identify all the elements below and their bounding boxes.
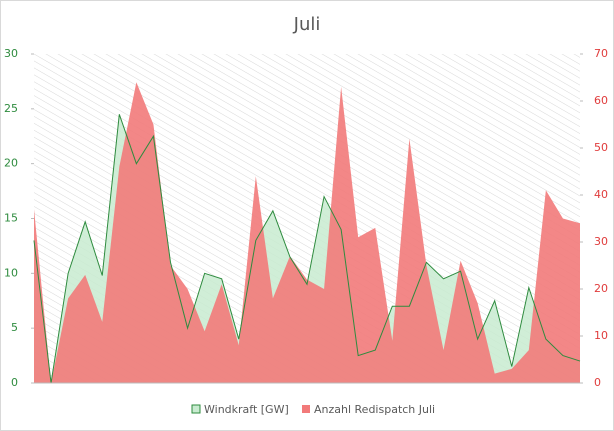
y-tick-label: 5	[11, 321, 18, 334]
legend-label: Windkraft [GW]	[204, 403, 289, 416]
y2-tick-label: 20	[594, 282, 608, 295]
y2-tick-label: 50	[594, 141, 608, 154]
legend-swatch	[191, 404, 201, 414]
y-tick-label: 10	[4, 266, 18, 279]
y-tick-label: 20	[4, 157, 18, 170]
y2-tick-label: 60	[594, 94, 608, 107]
y-tick-label: 0	[11, 376, 18, 389]
legend-swatch	[302, 405, 310, 413]
y2-tick-label: 40	[594, 188, 608, 201]
y-tick-label: 15	[4, 212, 18, 225]
y2-tick-label: 10	[594, 329, 608, 342]
y-tick-label: 25	[4, 102, 18, 115]
y2-tick-label: 30	[594, 235, 608, 248]
line	[33, 114, 581, 384]
chart-title: Juli	[293, 14, 321, 35]
y-tick-label: 30	[4, 47, 18, 60]
area	[34, 82, 580, 383]
y2-tick-label: 70	[594, 47, 608, 60]
y2-tick-label: 0	[594, 376, 601, 389]
legend-label: Anzahl Redispatch Juli	[314, 403, 435, 416]
